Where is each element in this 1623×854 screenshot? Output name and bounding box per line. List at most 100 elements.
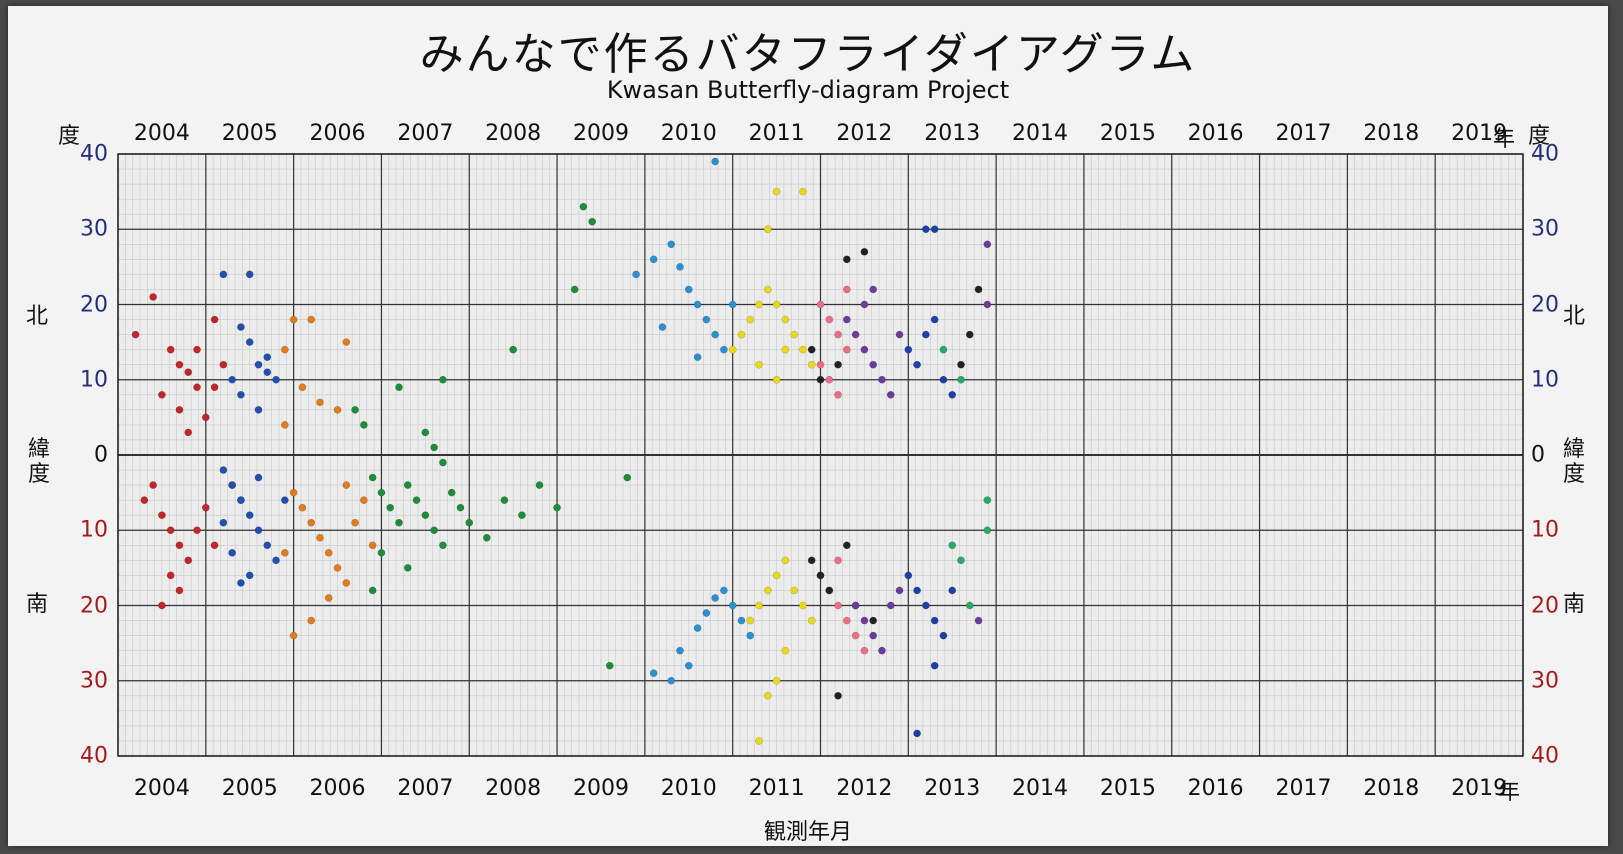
sunspot-point <box>930 616 939 625</box>
year-label-bottom: 2012 <box>836 776 893 801</box>
sunspot-point <box>886 390 895 399</box>
sunspot-point <box>166 526 175 535</box>
year-label-top: 2004 <box>133 121 190 146</box>
sunspot-point <box>324 548 333 557</box>
sunspot-point <box>869 360 878 369</box>
sunspot-point <box>201 413 210 422</box>
latitude-tick-left: 10 <box>80 517 108 543</box>
sunspot-point <box>245 270 254 279</box>
sunspot-point <box>957 556 965 565</box>
sunspot-point <box>702 609 711 617</box>
sunspot-point <box>816 300 825 309</box>
sunspot-point <box>825 586 834 595</box>
latitude-tick-left: 10 <box>80 367 108 393</box>
sunspot-point <box>763 225 772 234</box>
sunspot-point <box>298 503 307 512</box>
sunspot-point <box>579 202 588 211</box>
sunspot-point <box>851 601 860 610</box>
sunspot-point <box>860 345 869 354</box>
sunspot-point <box>886 601 895 610</box>
sunspot-point <box>360 421 368 429</box>
sunspot-point <box>851 330 860 339</box>
sunspot-point <box>913 586 921 595</box>
sunspot-point <box>807 345 816 354</box>
sunspot-point <box>175 541 184 550</box>
sunspot-point <box>237 323 245 331</box>
sunspot-point <box>605 661 614 670</box>
sunspot-point <box>948 541 957 550</box>
title-english: Kwasan Butterfly-diagram Project <box>606 76 1010 104</box>
sunspot-point <box>193 526 201 535</box>
year-suffix-top: 年 <box>1493 127 1516 152</box>
sunspot-point <box>816 360 825 369</box>
sunspot-point <box>790 330 799 339</box>
sunspot-point <box>974 285 983 294</box>
north-label-right: 北 <box>1563 304 1586 329</box>
sunspot-point <box>263 541 272 550</box>
sunspot-point <box>351 406 359 414</box>
year-label-bottom: 2017 <box>1275 776 1332 801</box>
sunspot-point <box>930 661 939 670</box>
sunspot-point <box>280 345 289 354</box>
sunspot-point <box>746 631 755 640</box>
sunspot-point <box>842 345 851 354</box>
sunspot-point <box>676 263 684 271</box>
sunspot-point <box>922 330 930 339</box>
year-label-top: 2011 <box>748 121 805 146</box>
sunspot-point <box>254 526 263 535</box>
sunspot-point <box>755 737 763 745</box>
sunspot-point <box>263 368 272 377</box>
sunspot-point <box>711 157 719 166</box>
south-label-left: 南 <box>26 592 49 617</box>
sunspot-point <box>930 315 939 324</box>
sunspot-point <box>913 729 921 738</box>
sunspot-point <box>948 586 957 595</box>
degree-label-left: 度 <box>58 124 81 149</box>
sunspot-point <box>535 481 544 489</box>
sunspot-point <box>412 496 421 504</box>
sunspot-point <box>447 488 456 497</box>
sunspot-point <box>693 353 702 362</box>
sunspot-point <box>860 646 869 655</box>
latitude-label-right-1: 緯 <box>1563 437 1586 462</box>
sunspot-point <box>228 375 237 384</box>
sunspot-point <box>728 601 737 610</box>
sunspot-point <box>983 526 992 535</box>
sunspot-point <box>368 541 377 550</box>
latitude-tick-right: 20 <box>1531 593 1559 618</box>
sunspot-point <box>307 315 316 324</box>
latitude-tick-right: 30 <box>1531 668 1559 694</box>
sunspot-point <box>351 518 359 527</box>
latitude-tick-left: 20 <box>80 292 108 317</box>
sunspot-point <box>667 240 676 249</box>
year-label-bottom: 2005 <box>221 776 278 801</box>
sunspot-point <box>245 571 254 580</box>
sunspot-point <box>834 390 842 399</box>
latitude-tick-left: 20 <box>80 593 108 618</box>
sunspot-point <box>518 511 526 520</box>
sunspot-point <box>781 345 790 354</box>
sunspot-point <box>772 676 781 685</box>
sunspot-point <box>851 631 860 640</box>
year-label-top: 2005 <box>221 121 278 146</box>
latitude-tick-right: 40 <box>1531 743 1559 769</box>
sunspot-point <box>237 390 245 399</box>
sunspot-point <box>149 293 157 301</box>
sunspot-point <box>184 556 193 565</box>
sunspot-point <box>825 315 834 324</box>
sunspot-point <box>280 548 289 557</box>
sunspot-point <box>763 691 772 700</box>
sunspot-point <box>965 330 974 339</box>
sunspot-point <box>456 503 465 512</box>
sunspot-point <box>842 255 851 264</box>
year-label-bottom: 2014 <box>1012 776 1069 801</box>
sunspot-point <box>175 360 184 369</box>
latitude-tick-right: 20 <box>1531 292 1559 317</box>
sunspot-point <box>834 556 842 565</box>
sunspot-point <box>254 473 263 482</box>
sunspot-point <box>913 360 921 369</box>
sunspot-point <box>957 375 965 384</box>
sunspot-point <box>386 503 395 512</box>
sunspot-point <box>939 375 948 384</box>
sunspot-point <box>219 360 228 369</box>
